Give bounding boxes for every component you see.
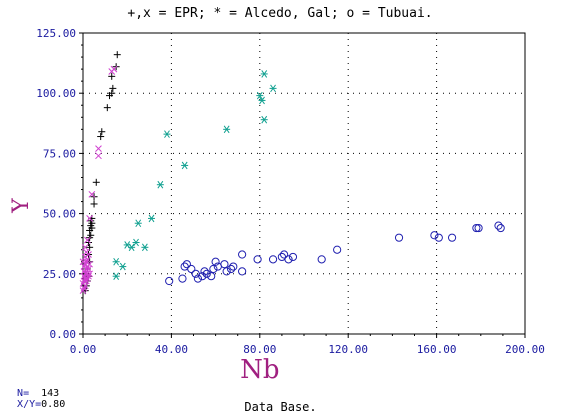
data-point-cross [95,152,102,160]
plot-frame [82,32,526,335]
data-base-caption: Data Base. [244,400,317,414]
aspect-ratio: X/Y=0.80 [5,388,65,410]
data-point-star [134,219,142,228]
data-point-plus [92,178,100,186]
data-point-plus [109,84,117,92]
x-axis-label: Nb [240,355,279,385]
data-point-plus [85,238,93,246]
chart-title: +,x = EPR; * = Alcedo, Gal; o = Tubuai. [127,6,432,21]
y-tick-label: 100.00 [36,87,76,100]
data-point-star [119,262,127,271]
data-point-star [163,130,171,138]
data-point-star [156,180,164,189]
data-point-circle [434,233,443,242]
data-point-plus [113,51,121,59]
y-tick-label: 0.00 [50,328,77,341]
data-point-circle [472,223,481,233]
data-point-star [112,272,120,280]
sample-count: N= 143 [5,377,59,399]
data-point-circle [496,223,505,233]
data-point-circle [238,250,247,259]
data-point-star [258,96,266,105]
data-point-circle [494,221,503,230]
data-point-plus [108,89,116,97]
data-point-circle [238,267,247,276]
data-point-circle [288,252,298,262]
data-point-circle [207,272,216,281]
x-tick-label: 200.00 [505,343,545,356]
data-point-star [181,161,189,170]
data-point-circle [226,264,236,274]
data-point-circle [253,255,262,264]
data-point-cross [88,190,96,198]
data-point-plus [90,200,98,208]
data-point-circle [198,272,207,281]
data-point-plus [97,133,105,141]
data-point-circle [178,274,187,283]
data-point-circle [317,255,326,264]
x-tick-label: 120.00 [328,343,368,356]
data-point-cross [84,236,91,244]
data-point-plus [86,243,94,251]
aspect-ratio-value: 0.80 [41,399,66,410]
aspect-ratio-label: X/Y= [17,399,42,410]
data-point-circle [165,276,174,286]
data-point-circle [193,274,203,283]
data-point-star [141,243,149,252]
data-point-circle [200,267,209,276]
data-point-circle [447,233,457,242]
x-tick-label: 40.00 [155,343,188,356]
y-tick-label: 25.00 [43,268,76,281]
data-point-circle [222,267,231,276]
data-point-circle [187,264,196,274]
y-tick-label: 75.00 [43,147,76,160]
data-point-plus [108,72,116,80]
x-tick-label: 80.00 [243,343,276,356]
grid-lines [83,33,525,334]
data-point-star [256,91,264,100]
data-point-cross [110,65,118,73]
data-point-circle [333,245,342,254]
data-point-circle [280,250,289,259]
data-point-circle [284,255,293,264]
data-point-star [148,214,156,223]
data-point-circle [394,233,404,242]
data-point-circle [474,223,483,233]
x-tick-label: 0.00 [70,343,97,356]
sample-count-label: N= [17,388,30,399]
data-point-cross [86,260,93,268]
data-point-cross [86,215,93,222]
y-tick-label: 125.00 [36,27,76,40]
data-point-star [132,238,140,247]
x-axis: 0.00 40.00 80.00 120.00 160.00 200.00 [70,334,545,356]
data-point-star [128,243,136,252]
y-tick-label: 50.00 [43,208,76,221]
data-point-circle [229,262,238,271]
y-axis: 0.00 25.00 50.00 75.00 100.00 125.00 [36,27,83,341]
data-point-plus [103,104,111,112]
data-point-circle [211,257,220,266]
data-point-cross [81,243,89,251]
data-point-circle [182,260,191,269]
data-point-circle [202,269,211,278]
sample-count-value: 143 [41,388,60,399]
data-point-circle [268,255,278,264]
data-point-star [112,257,120,266]
data-point-circle [430,231,439,240]
data-point-circle [220,260,229,269]
y-axis-label: Y [9,198,34,214]
x-tick-label: 160.00 [417,343,457,356]
data-point-cross [95,145,102,152]
data-point-circle [209,264,218,274]
data-point-plus [87,231,95,239]
data-point-star [269,84,277,93]
data-point-star [260,70,268,78]
data-points [79,51,505,295]
data-point-plus [98,128,106,136]
data-point-star [260,115,268,124]
data-point-star [223,125,231,134]
